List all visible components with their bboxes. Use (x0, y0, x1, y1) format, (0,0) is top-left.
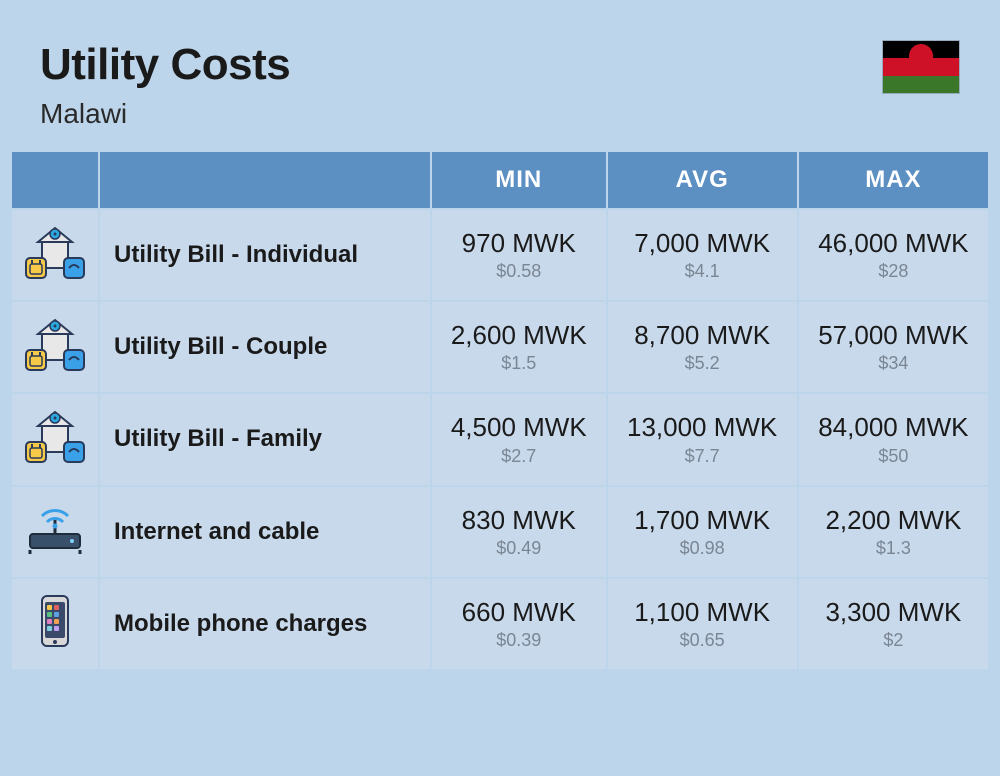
value-main: 1,100 MWK (620, 597, 785, 628)
cell-max: 3,300 MWK$2 (799, 579, 988, 669)
cell-max: 46,000 MWK$28 (799, 210, 988, 300)
title-block: Utility Costs Malawi (40, 40, 290, 130)
table-header-row: MIN AVG MAX (12, 152, 988, 208)
cell-min: 4,500 MWK $2.7 (432, 394, 606, 484)
table-row: Mobile phone charges660 MWK$0.391,100 MW… (12, 579, 988, 669)
col-icon (12, 152, 98, 208)
cell-max: 57,000 MWK$34 (799, 302, 988, 392)
flag-icon (882, 40, 960, 94)
cell-max: 84,000 MWK $50 (799, 394, 988, 484)
value-main: 3,300 MWK (811, 597, 976, 628)
cell-min: 830 MWK$0.49 (432, 487, 606, 577)
value-sub: $1.5 (444, 353, 594, 374)
value-sub: $1.3 (811, 538, 976, 559)
value-sub: $2 (811, 630, 976, 651)
col-avg: AVG (608, 152, 797, 208)
value-main: 830 MWK (444, 505, 594, 536)
row-label: Internet and cable (100, 487, 430, 577)
value-main: 1,700 MWK (620, 505, 785, 536)
value-sub: $34 (811, 353, 976, 374)
cell-min: 2,600 MWK$1.5 (432, 302, 606, 392)
page-title: Utility Costs (40, 40, 290, 90)
utility-individual-icon (12, 210, 98, 300)
row-label: Utility Bill - Family (100, 394, 430, 484)
value-sub: $0.65 (620, 630, 785, 651)
utility-family-icon (12, 394, 98, 484)
cell-avg: 8,700 MWK$5.2 (608, 302, 797, 392)
value-main: 970 MWK (444, 228, 594, 259)
table-row: Internet and cable830 MWK$0.491,700 MWK$… (12, 487, 988, 577)
table-row: Utility Bill - Individual970 MWK$0.587,0… (12, 210, 988, 300)
row-label: Mobile phone charges (100, 579, 430, 669)
value-main: 57,000 MWK (811, 320, 976, 351)
value-sub: $4.1 (620, 261, 785, 282)
cell-min: 970 MWK$0.58 (432, 210, 606, 300)
value-main: 2,200 MWK (811, 505, 976, 536)
col-label (100, 152, 430, 208)
mobile-icon (12, 579, 98, 669)
header: Utility Costs Malawi (0, 0, 1000, 150)
value-main: 8,700 MWK (620, 320, 785, 351)
value-sub: $0.98 (620, 538, 785, 559)
value-sub: $0.39 (444, 630, 594, 651)
page-subtitle: Malawi (40, 98, 290, 130)
value-main: 13,000 MWK (620, 412, 785, 443)
cell-avg: 7,000 MWK$4.1 (608, 210, 797, 300)
col-max: MAX (799, 152, 988, 208)
value-sub: $28 (811, 261, 976, 282)
value-sub: $5.2 (620, 353, 785, 374)
value-sub: $50 (811, 446, 976, 467)
value-sub: $7.7 (620, 446, 785, 467)
table-row: Utility Bill - Family 4,500 MWK $2.7 13,000… (12, 394, 988, 484)
cell-avg: 13,000 MWK $7.7 (608, 394, 797, 484)
row-label: Utility Bill - Individual (100, 210, 430, 300)
utility-couple-icon (12, 302, 98, 392)
flag-stripe-2 (883, 58, 959, 75)
cost-table: MIN AVG MAX Utility Bill - Individual970… (0, 150, 1000, 671)
value-main: 7,000 MWK (620, 228, 785, 259)
cell-max: 2,200 MWK$1.3 (799, 487, 988, 577)
flag-stripe-3 (883, 76, 959, 93)
value-sub: $0.49 (444, 538, 594, 559)
value-main: 4,500 MWK (444, 412, 594, 443)
value-main: 2,600 MWK (444, 320, 594, 351)
internet-icon (12, 487, 98, 577)
value-sub: $0.58 (444, 261, 594, 282)
cell-avg: 1,700 MWK$0.98 (608, 487, 797, 577)
table-row: Utility Bill - Couple2,600 MWK$1.58,700 … (12, 302, 988, 392)
value-main: 46,000 MWK (811, 228, 976, 259)
value-main: 84,000 MWK (811, 412, 976, 443)
col-min: MIN (432, 152, 606, 208)
value-main: 660 MWK (444, 597, 594, 628)
value-sub: $2.7 (444, 446, 594, 467)
cell-avg: 1,100 MWK$0.65 (608, 579, 797, 669)
row-label: Utility Bill - Couple (100, 302, 430, 392)
cell-min: 660 MWK$0.39 (432, 579, 606, 669)
